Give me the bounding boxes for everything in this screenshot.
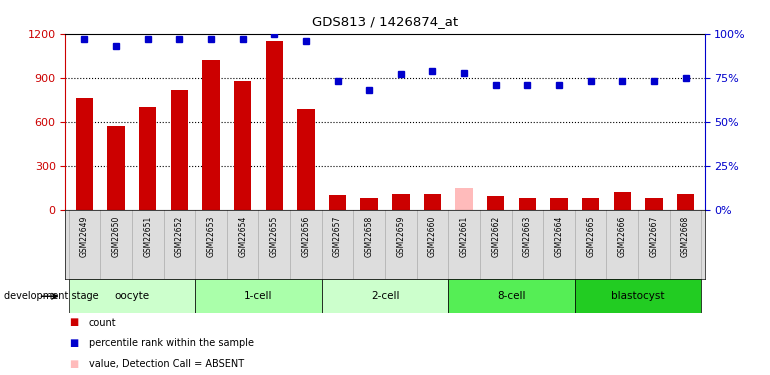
- Bar: [69, 279, 195, 313]
- Bar: [487, 196, 504, 210]
- Text: GSM22662: GSM22662: [491, 216, 500, 257]
- Text: GSM22665: GSM22665: [586, 216, 595, 257]
- Text: ■: ■: [69, 318, 79, 327]
- Bar: [266, 41, 283, 210]
- Text: GSM22655: GSM22655: [270, 216, 279, 257]
- Text: GSM22659: GSM22659: [397, 216, 405, 257]
- Text: GSM22654: GSM22654: [238, 216, 247, 257]
- Bar: [107, 126, 125, 210]
- Text: GSM22651: GSM22651: [143, 216, 152, 257]
- Text: value, Detection Call = ABSENT: value, Detection Call = ABSENT: [89, 359, 243, 369]
- Text: GSM22658: GSM22658: [365, 216, 373, 257]
- Text: GSM22663: GSM22663: [523, 216, 532, 257]
- Text: GDS813 / 1426874_at: GDS813 / 1426874_at: [312, 15, 458, 28]
- Text: GSM22650: GSM22650: [112, 216, 121, 257]
- Text: 1-cell: 1-cell: [244, 291, 273, 301]
- Bar: [645, 198, 663, 210]
- Bar: [329, 195, 347, 210]
- Bar: [582, 198, 599, 210]
- Bar: [614, 192, 631, 210]
- Text: GSM22657: GSM22657: [333, 216, 342, 257]
- Bar: [75, 98, 93, 210]
- Bar: [234, 81, 251, 210]
- Text: GSM22653: GSM22653: [206, 216, 216, 257]
- Text: count: count: [89, 318, 116, 327]
- Text: GSM22656: GSM22656: [301, 216, 310, 257]
- Bar: [677, 194, 695, 210]
- Bar: [322, 279, 448, 313]
- Bar: [455, 188, 473, 210]
- Text: GSM22664: GSM22664: [554, 216, 564, 257]
- Bar: [195, 279, 322, 313]
- Bar: [203, 60, 219, 210]
- Text: GSM22660: GSM22660: [428, 216, 437, 257]
- Text: development stage: development stage: [4, 291, 99, 301]
- Text: GSM22668: GSM22668: [681, 216, 690, 257]
- Text: blastocyst: blastocyst: [611, 291, 665, 301]
- Bar: [575, 279, 701, 313]
- Bar: [171, 90, 188, 210]
- Bar: [360, 198, 378, 210]
- Text: GSM22661: GSM22661: [460, 216, 469, 257]
- Bar: [448, 279, 575, 313]
- Text: GSM22666: GSM22666: [618, 216, 627, 257]
- Text: 2-cell: 2-cell: [370, 291, 400, 301]
- Text: 8-cell: 8-cell: [497, 291, 526, 301]
- Text: GSM22649: GSM22649: [80, 216, 89, 257]
- Text: ■: ■: [69, 338, 79, 348]
- Text: GSM22652: GSM22652: [175, 216, 184, 257]
- Bar: [392, 194, 410, 210]
- Text: GSM22667: GSM22667: [649, 216, 658, 257]
- Text: ■: ■: [69, 359, 79, 369]
- Bar: [139, 107, 156, 210]
- Bar: [424, 194, 441, 210]
- Bar: [519, 198, 536, 210]
- Text: oocyte: oocyte: [114, 291, 149, 301]
- Text: percentile rank within the sample: percentile rank within the sample: [89, 338, 253, 348]
- Bar: [551, 198, 567, 210]
- Bar: [297, 109, 315, 210]
